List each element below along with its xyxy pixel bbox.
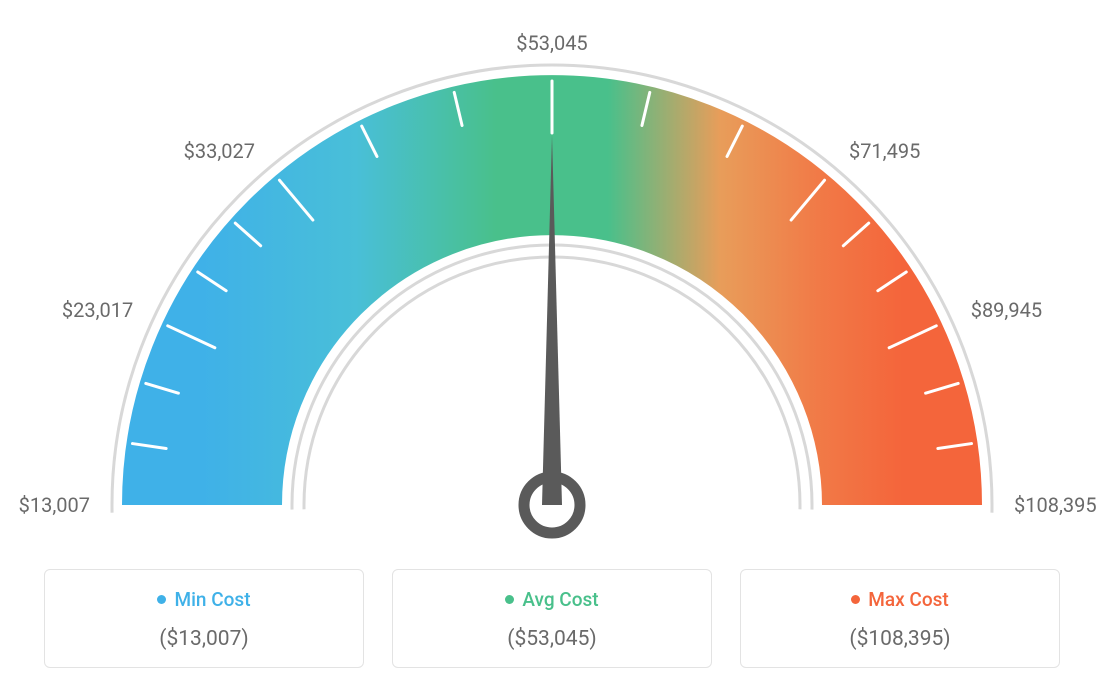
legend-min: Min Cost ($13,007)	[44, 569, 364, 668]
legend-avg-value: ($53,045)	[403, 627, 701, 651]
legend-avg-dot	[505, 595, 514, 604]
legend-min-title: Min Cost	[157, 588, 250, 611]
legend-max-title-text: Max Cost	[868, 588, 948, 611]
legend-max: Max Cost ($108,395)	[740, 569, 1060, 668]
gauge-svg	[62, 35, 1042, 575]
gauge-chart: $13,007 $23,017 $33,027 $53,045 $71,495 $89,9…	[0, 0, 1104, 560]
gauge-tick-label: $89,945	[971, 298, 1042, 322]
gauge-tick-label: $23,017	[33, 298, 133, 322]
legend-min-value: ($13,007)	[55, 627, 353, 651]
gauge-tick-label: $108,395	[1014, 493, 1097, 517]
legend-avg-title: Avg Cost	[505, 588, 598, 611]
legend-avg: Avg Cost ($53,045)	[392, 569, 712, 668]
legend-max-value: ($108,395)	[751, 627, 1049, 651]
gauge-tick-label: $33,027	[155, 139, 255, 163]
gauge-tick-label: $71,495	[849, 139, 920, 163]
legend-avg-title-text: Avg Cost	[522, 588, 598, 611]
legend-min-dot	[157, 595, 166, 604]
gauge-tick-label: $53,045	[502, 31, 602, 55]
gauge-tick-label: $13,007	[0, 493, 90, 517]
legend-max-dot	[851, 595, 860, 604]
legend-min-title-text: Min Cost	[174, 588, 250, 611]
legend-row: Min Cost ($13,007) Avg Cost ($53,045) Ma…	[0, 569, 1104, 668]
legend-max-title: Max Cost	[851, 588, 948, 611]
